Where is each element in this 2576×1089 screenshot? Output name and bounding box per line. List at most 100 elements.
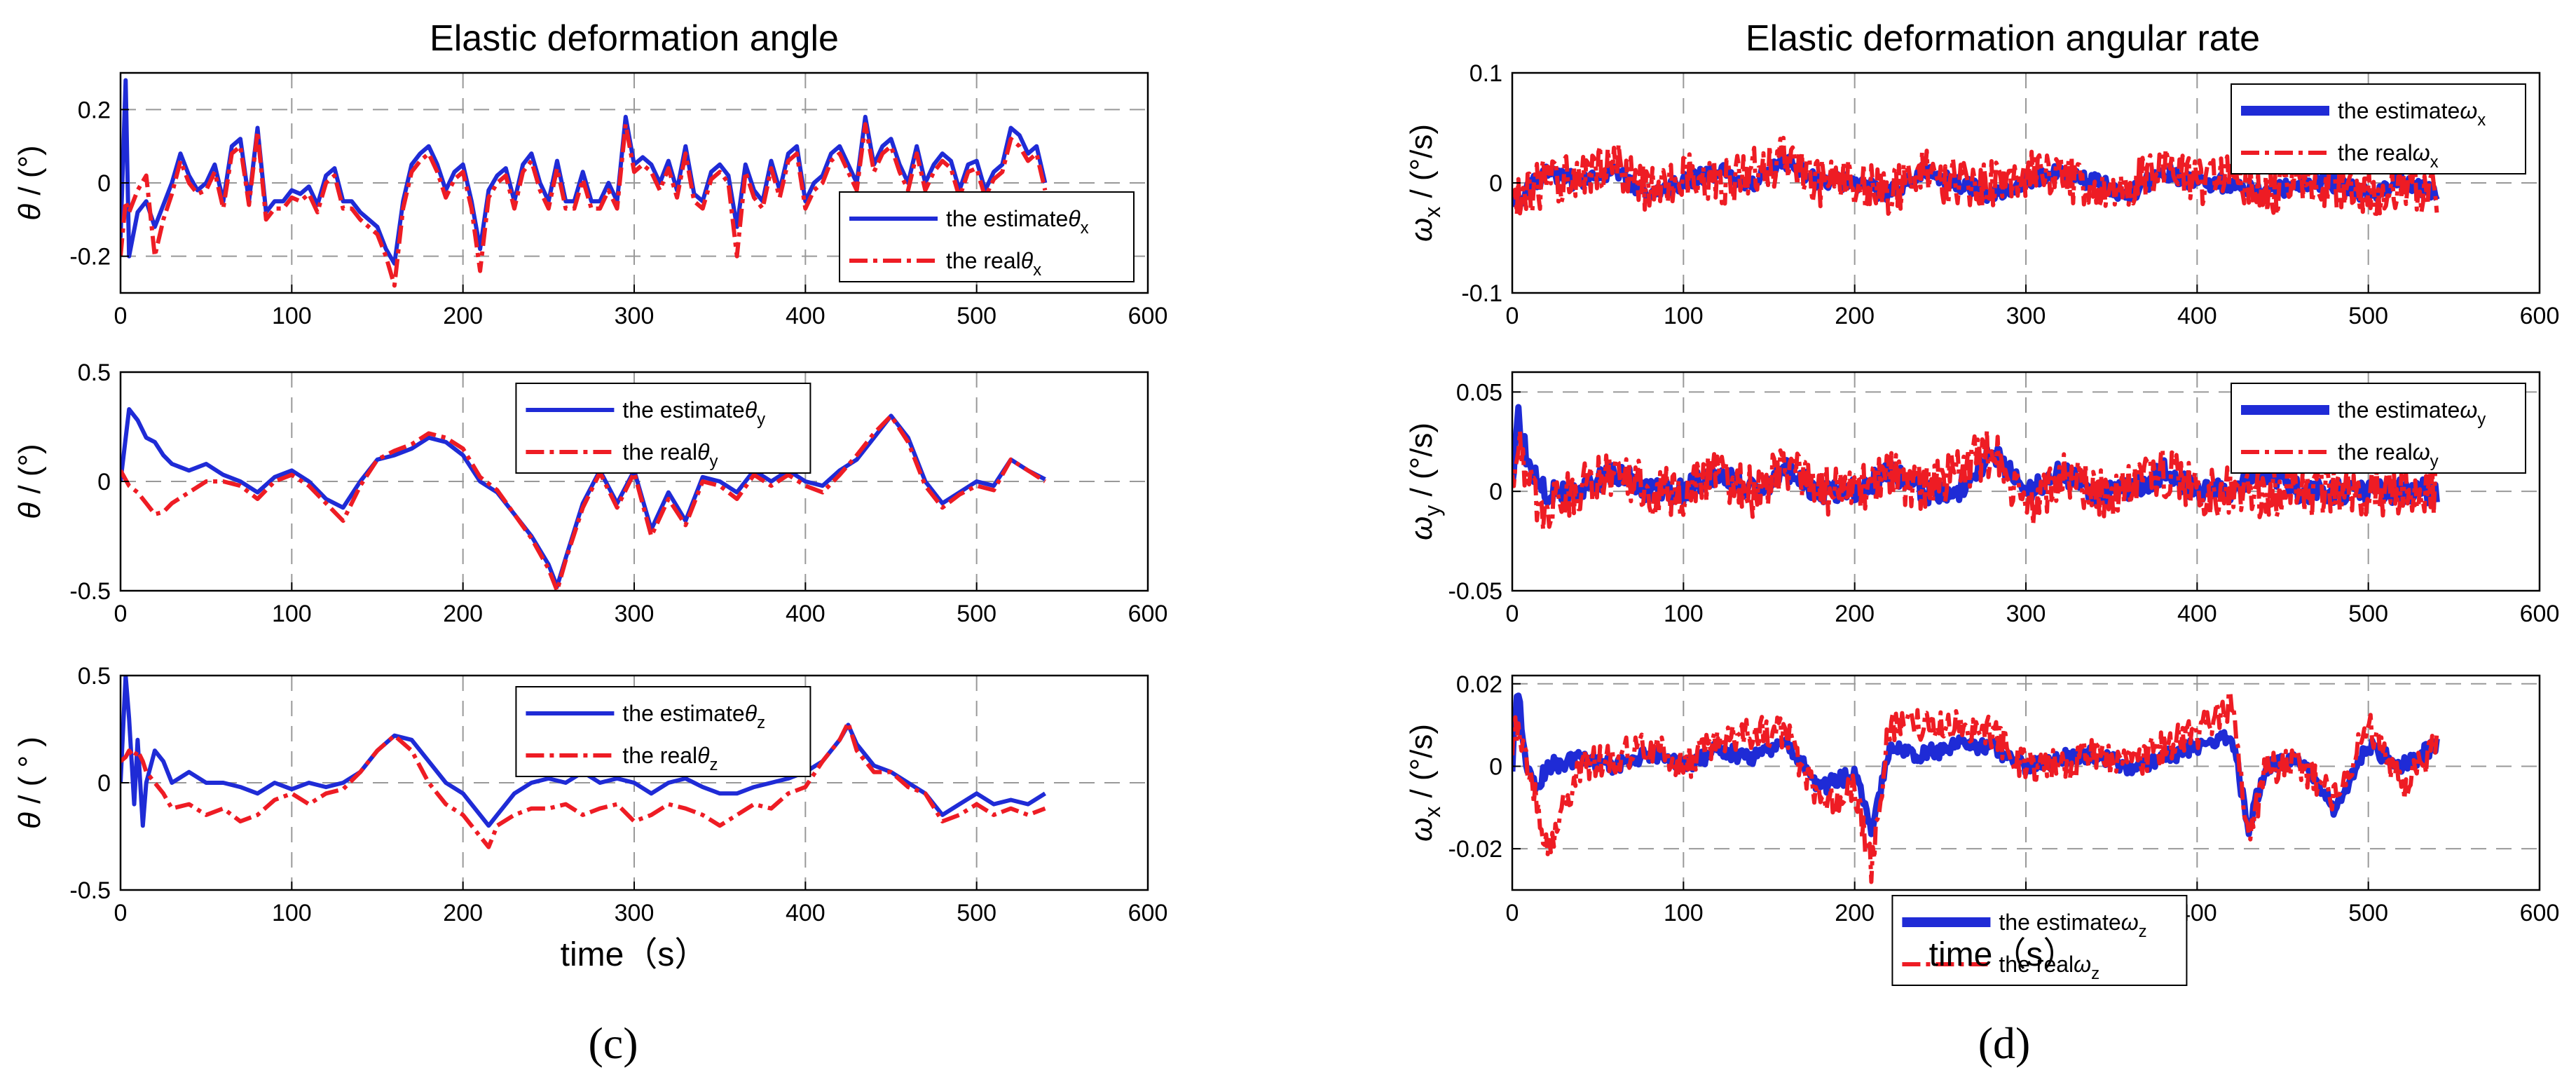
x-tick-label: 500 [2348, 303, 2388, 329]
right-xlabel: time（s） [1929, 936, 2077, 973]
x-tick-label: 500 [957, 601, 996, 627]
x-tick-label: 400 [2177, 303, 2217, 329]
x-tick-label: 300 [2006, 601, 2046, 627]
x-tick-label: 300 [615, 303, 655, 329]
y-tick-label: 0.02 [1456, 671, 1502, 698]
legend-entry: the realθx [946, 248, 1041, 280]
x-tick-label: 600 [2520, 900, 2560, 926]
y-tick-label: 0 [97, 770, 111, 797]
y-tick-label: 0 [97, 170, 111, 197]
x-tick-label: 500 [2348, 900, 2388, 926]
y-axis-label: θ / (°) [13, 145, 47, 220]
y-tick-label: 0.1 [1469, 60, 1502, 87]
legend-entry: the realωz [1999, 952, 2099, 983]
series-line-estimate [121, 676, 1046, 828]
legend-entry: the estimateθy [622, 397, 765, 429]
x-tick-label: 200 [1835, 900, 1875, 926]
panel-omega_x: 0 100 200 300 400 500 600-0.100.1ωx / (°/s)the… [1404, 60, 2559, 329]
legend: the estimateθx the realθx [839, 191, 1135, 282]
y-tick-label: 0 [1489, 170, 1502, 197]
x-tick-label: 600 [1128, 303, 1168, 329]
series-line-real [121, 720, 1046, 849]
series-group [121, 78, 1048, 288]
x-tick-label: 0 [1506, 601, 1519, 627]
x-tick-label: 500 [957, 303, 996, 329]
x-tick-label: 500 [957, 900, 996, 926]
legend: the estimateωy the realωy [2231, 383, 2526, 474]
series-line-real [1512, 690, 2439, 884]
x-tick-label: 100 [272, 900, 312, 926]
x-tick-label: 200 [1835, 601, 1875, 627]
series-group [1512, 404, 2440, 532]
legend-box [2231, 383, 2526, 474]
y-tick-label: 0.2 [78, 97, 111, 123]
x-tick-label: 100 [272, 303, 312, 329]
y-axis-label: ωx / (°/s) [1404, 724, 1445, 842]
panel-label-d: (d) [1978, 1018, 2031, 1068]
legend: the estimateθy the realθy [515, 383, 811, 474]
y-tick-label: 0.05 [1456, 379, 1502, 406]
panel-label-c: (c) [588, 1018, 638, 1068]
x-tick-label: 0 [114, 601, 128, 627]
panel-theta_z: 0 100 200 300 400 500 600-0.500.5θ / ( ° )the … [13, 663, 1167, 926]
legend: the estimateωx the realωx [2231, 83, 2526, 174]
y-tick-label: 0 [1489, 753, 1502, 780]
x-tick-label: 400 [786, 303, 825, 329]
legend-box [1891, 895, 2188, 986]
series-line-real [1512, 428, 2439, 532]
x-tick-label: 600 [1128, 900, 1168, 926]
x-tick-label: 400 [786, 900, 825, 926]
x-tick-label: 100 [1664, 900, 1704, 926]
x-tick-label: 0 [114, 900, 128, 926]
legend-box [2231, 83, 2526, 174]
panel-theta_x: 0 100 200 300 400 500 600 -0.2 0 0.2 θ / (°) the es… [13, 71, 1168, 329]
y-tick-label: 0.5 [78, 359, 111, 386]
x-tick-label: 200 [443, 303, 483, 329]
x-tick-label: 400 [786, 601, 825, 627]
legend: the estimateωz the realωz [1891, 895, 2188, 986]
legend-entry: the estimateωz [1999, 910, 2146, 941]
x-tick-label: 200 [443, 900, 483, 926]
x-tick-label: 100 [1664, 601, 1704, 627]
legend-entry: the realωy [2338, 439, 2439, 471]
legend-entry: the estimateθx [946, 206, 1089, 238]
y-tick-label: -0.2 [69, 244, 111, 270]
x-tick-label: 200 [443, 601, 483, 627]
y-tick-label: -0.5 [69, 877, 111, 904]
x-tick-label: 600 [2520, 601, 2560, 627]
legend-box [515, 686, 811, 777]
y-tick-label: 0 [97, 469, 111, 495]
legend-entry: the realωx [2338, 140, 2439, 172]
y-tick-label: -0.5 [69, 578, 111, 605]
panel-theta_y: 0 100 200 300 400 500 600-0.500.5θ / (°)the es… [13, 359, 1167, 627]
y-tick-label: 0.5 [78, 663, 111, 690]
y-axis-label: ωy / (°/s) [1404, 423, 1445, 540]
legend-entry: the realθy [622, 439, 718, 471]
legend-entry: the estimateωy [2338, 397, 2486, 429]
x-tick-label: 300 [615, 900, 655, 926]
x-tick-label: 200 [1835, 303, 1875, 329]
left-xlabel: time（s） [561, 936, 708, 973]
x-tick-label: 600 [1128, 601, 1168, 627]
x-tick-label: 0 [114, 303, 128, 329]
y-tick-label: -0.1 [1461, 280, 1502, 307]
x-tick-label: 0 [1506, 900, 1519, 926]
series-group [121, 407, 1047, 591]
x-tick-label: 500 [2348, 601, 2388, 627]
legend: the estimateθz the realθz [515, 686, 811, 777]
x-tick-label: 400 [2177, 601, 2217, 627]
x-tick-label: 100 [272, 601, 312, 627]
y-axis-label: ωx / (°/s) [1404, 124, 1445, 242]
y-axis-label: θ / ( ° ) [13, 737, 47, 829]
y-axis-label: θ / (°) [13, 444, 47, 519]
y-tick-label: -0.02 [1448, 836, 1503, 863]
right-title: Elastic deformation angular rate [1746, 18, 2260, 59]
series-group [1512, 690, 2440, 884]
series-group [121, 676, 1046, 849]
x-tick-label: 0 [1506, 303, 1519, 329]
x-tick-label: 300 [2006, 303, 2046, 329]
legend-entry: the realθz [622, 743, 718, 774]
x-tick-label: 100 [1664, 303, 1704, 329]
y-tick-label: -0.05 [1448, 578, 1503, 605]
